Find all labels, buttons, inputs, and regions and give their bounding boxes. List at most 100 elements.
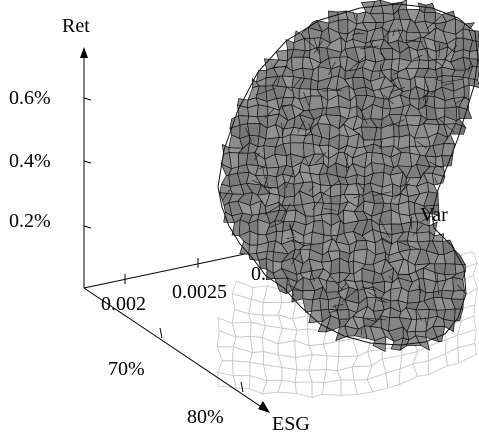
surface-edge [264, 204, 283, 215]
surface-edge [412, 224, 424, 237]
surface-edge [418, 285, 422, 294]
surface-cell [454, 249, 467, 266]
surface-outline [217, 3, 479, 346]
surface-edge [454, 96, 467, 105]
surface-edge [420, 41, 431, 58]
y-tick-80 [240, 381, 244, 393]
surface-edge [293, 77, 302, 87]
surface-edge [434, 78, 443, 82]
surface-cell [416, 231, 431, 243]
y-tick-70 [159, 327, 163, 339]
surface-edge [222, 189, 231, 201]
surface-edge [286, 284, 304, 292]
surface-edge [262, 167, 265, 178]
surface-cell [407, 288, 421, 304]
shadow-cell [231, 309, 252, 324]
surface-edge [416, 141, 428, 149]
x-tick-label-0-0025: 0.0025 [172, 281, 227, 303]
surface-cell [415, 309, 430, 320]
surface-edge [288, 224, 293, 234]
surface-edge [281, 104, 290, 108]
shadow-cell [353, 379, 374, 395]
return-surface [217, 0, 479, 352]
surface-edge [398, 178, 411, 196]
surface-edge [397, 28, 404, 42]
z-tick-label-0-2: 0.2% [9, 210, 51, 232]
shadow-cell [216, 346, 234, 362]
surface-edge [379, 140, 383, 150]
shadow-cell [248, 375, 268, 395]
y-tick-label-80: 80% [187, 406, 224, 428]
surface-edge [436, 273, 440, 296]
shadow-cell [322, 379, 342, 396]
surface-edge [345, 152, 348, 172]
surface-edge [323, 208, 337, 211]
shadow-cell [412, 360, 429, 377]
surface-edge [289, 222, 295, 236]
surface-edge [315, 151, 327, 164]
z-axis-title: Ret [62, 15, 90, 37]
shadow-cell [336, 366, 355, 381]
shadow-cell [262, 364, 283, 382]
shadow-cell [294, 381, 313, 398]
surface-cell [443, 318, 455, 333]
surface-cell [319, 297, 329, 311]
shadow-cell [291, 315, 308, 331]
surface-edge [428, 161, 443, 169]
shadow-cell [457, 329, 477, 349]
surface-edge [321, 90, 342, 92]
surface-edge [359, 107, 368, 125]
shadow-cell [399, 350, 419, 370]
shadow-cell [381, 354, 403, 374]
surface-cell [325, 106, 342, 117]
surface-cell [408, 200, 416, 216]
surface-edge [342, 288, 358, 302]
shadow-cell [231, 360, 251, 377]
z-axis-arrowhead [80, 47, 88, 58]
z-tick-0-4 [83, 160, 92, 164]
shadow-cell [351, 365, 373, 381]
shadow-cell [427, 353, 448, 376]
surface-edge [285, 169, 295, 189]
surface-edge [303, 91, 310, 107]
shadow-cell [231, 346, 253, 363]
shadow-cell [398, 363, 419, 386]
surface-edge [379, 63, 382, 78]
surface-edge [430, 88, 438, 95]
surface-edge [305, 127, 314, 137]
surface-edge [336, 282, 347, 295]
surface-edge [383, 95, 394, 105]
surface-cell [330, 257, 341, 275]
surface-edge [443, 44, 458, 61]
surface-edge [309, 267, 315, 282]
surface-edge [420, 215, 432, 223]
surface-edge [245, 127, 253, 142]
surface-cell [337, 309, 350, 320]
surface-edge [311, 194, 325, 211]
surface-edge [383, 30, 391, 39]
surface-edge [298, 164, 302, 174]
y-tick-label-70: 70% [108, 358, 145, 380]
surface-edge [297, 120, 305, 133]
shadow-cell [340, 379, 359, 396]
surface-edge [285, 85, 293, 92]
surface-edge [313, 40, 323, 54]
surface-edge [328, 61, 336, 76]
surface-cell [248, 244, 258, 255]
shadow-cell [262, 314, 284, 329]
surface-edge [440, 78, 464, 84]
surface-edge [304, 156, 309, 165]
surface-edge [381, 237, 394, 245]
surface-edge [265, 177, 271, 195]
surface-edge [352, 32, 360, 36]
surface-edge [258, 163, 268, 170]
surface-edge [468, 61, 472, 73]
surface-cell [406, 231, 419, 243]
surface-edge [280, 202, 291, 222]
y-axis-arrowhead [258, 401, 270, 413]
surface-edge [360, 45, 379, 50]
surface-edge [392, 29, 396, 37]
z-tick-0-2 [83, 225, 92, 229]
shadow-cell [445, 346, 460, 367]
